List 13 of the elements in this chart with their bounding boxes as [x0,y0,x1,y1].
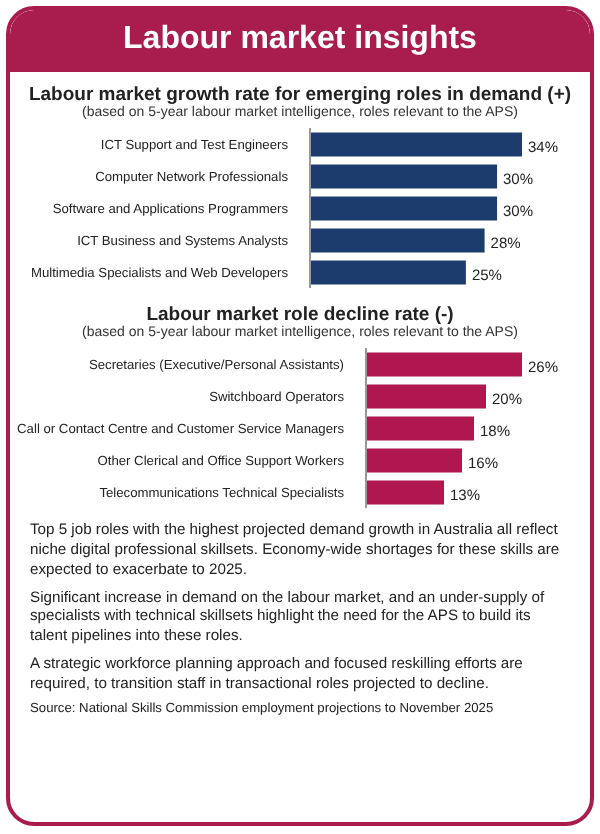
text: Labour market insights [10,10,590,72]
bar [366,480,444,505]
chart-title: Labour market growth rate for emerging roles in demand (+) [26,84,574,106]
bar [310,260,466,285]
bar [366,352,522,377]
bar [310,164,498,189]
bar [366,448,462,473]
chart-title: Labour market role decline rate (-) [144,304,456,326]
bar [366,416,474,441]
bar [310,132,522,157]
bar [310,228,485,253]
bar [366,384,486,409]
bar [310,196,498,221]
